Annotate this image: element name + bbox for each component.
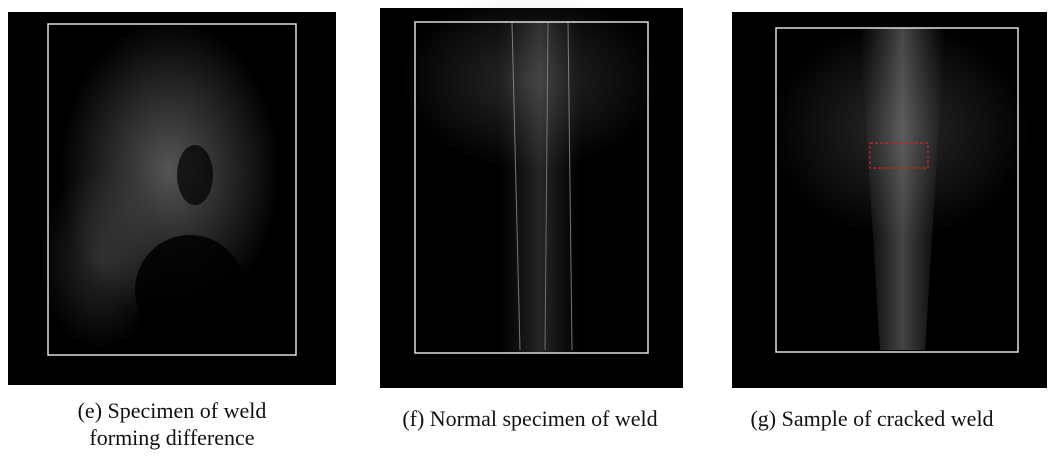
caption: (f) Normal specimen of weld	[402, 406, 657, 431]
panel-image	[732, 12, 1047, 388]
caption: (g) Sample of cracked weld	[750, 406, 993, 431]
caption: forming difference	[89, 425, 254, 450]
panel-image	[380, 0, 683, 388]
panel-image	[8, 12, 336, 385]
caption: (e) Specimen of weld	[78, 398, 267, 423]
